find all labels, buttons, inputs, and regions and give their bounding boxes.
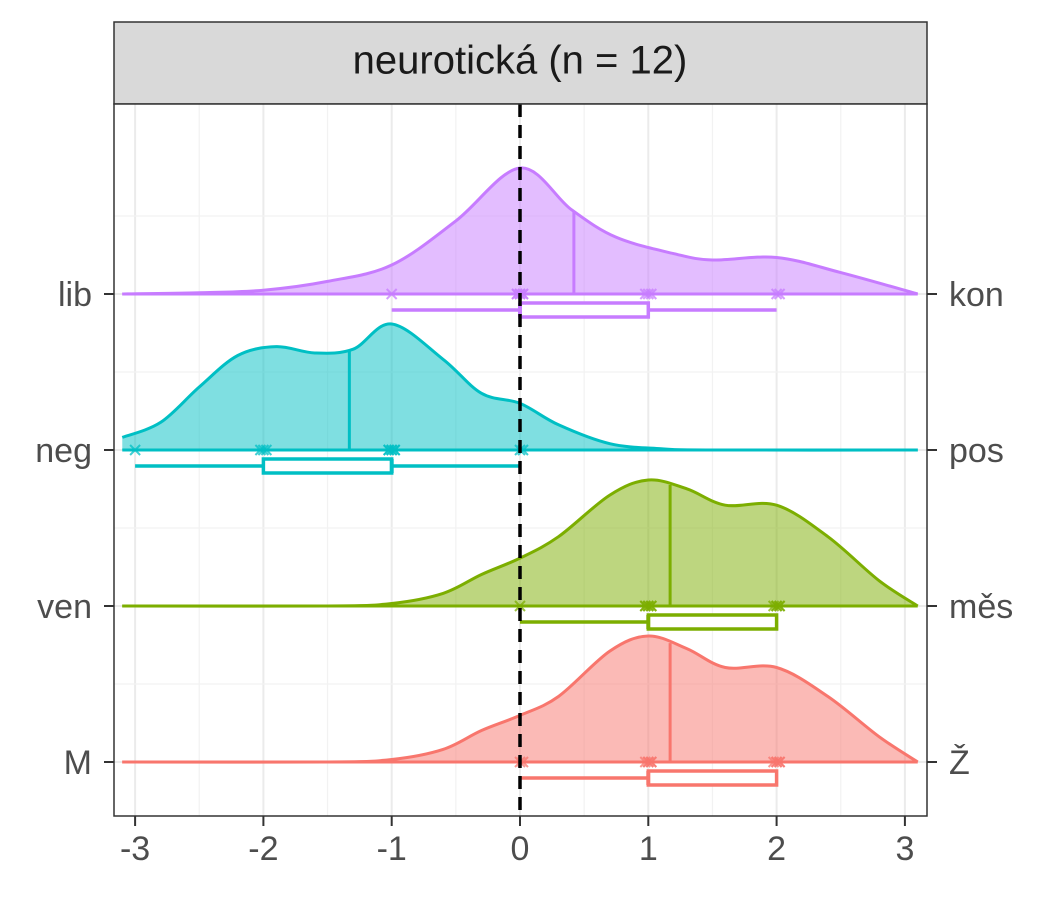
data-point-marker: [385, 288, 398, 300]
x-tick-label: 0: [511, 830, 530, 868]
right-axis-label: měs: [949, 588, 1013, 626]
right-axis-label: Ž: [949, 744, 970, 782]
boxplot-box: [261, 457, 394, 475]
data-point-marker: [770, 288, 783, 300]
x-tick-label: 3: [895, 830, 914, 868]
data-point-marker: [645, 756, 658, 768]
density-area: [122, 479, 918, 607]
data-point-marker: [773, 288, 786, 300]
left-axis-label: lib: [58, 276, 92, 314]
density-curve: [122, 634, 919, 764]
data-point-marker: [514, 600, 526, 612]
data-point-marker: [385, 444, 398, 456]
left-axis-label: M: [64, 744, 92, 782]
density-curve: [122, 166, 919, 296]
data-point-marker: [642, 600, 655, 612]
boxplot-box: [646, 769, 779, 787]
x-tick-label: 1: [639, 830, 658, 868]
data-point-marker: [639, 288, 652, 300]
density-curve: [121, 322, 918, 452]
data-point-marker: [642, 288, 655, 300]
data-point-marker: [257, 444, 270, 456]
data-point-marker: [639, 600, 652, 612]
data-point-marker: [129, 444, 141, 456]
axes: -3 -2 -1 0 1 2 3 lib kon neg pos ven měs M Ž: [35, 276, 1013, 868]
x-tick-label: 2: [767, 830, 786, 868]
x-tick-label: -2: [248, 830, 278, 868]
boxplot-box: [646, 613, 779, 631]
left-axis-label: ven: [37, 588, 92, 626]
right-axis-label: pos: [949, 432, 1004, 470]
density-curve: [122, 478, 919, 608]
data-point-marker: [773, 600, 786, 612]
ridge-ven: [122, 478, 919, 631]
facet-strip-title: neurotická (n = 12): [353, 39, 688, 83]
data-point-marker: [642, 756, 655, 768]
x-tick-label: -3: [120, 830, 150, 868]
facet-strip-background: [113, 21, 928, 105]
data-point-marker: [773, 756, 786, 768]
density-area: [122, 635, 918, 763]
data-point-marker: [254, 444, 267, 456]
x-tick-label: -1: [377, 830, 407, 868]
data-point-marker: [382, 444, 395, 456]
left-axis-label: neg: [35, 432, 92, 470]
data-point-marker: [770, 756, 783, 768]
right-axis-label: kon: [949, 276, 1004, 314]
density-area: [122, 323, 918, 451]
facet-strip: neurotická (n = 12): [113, 21, 928, 105]
boxplot-box: [518, 301, 651, 319]
data-point-marker: [770, 600, 783, 612]
